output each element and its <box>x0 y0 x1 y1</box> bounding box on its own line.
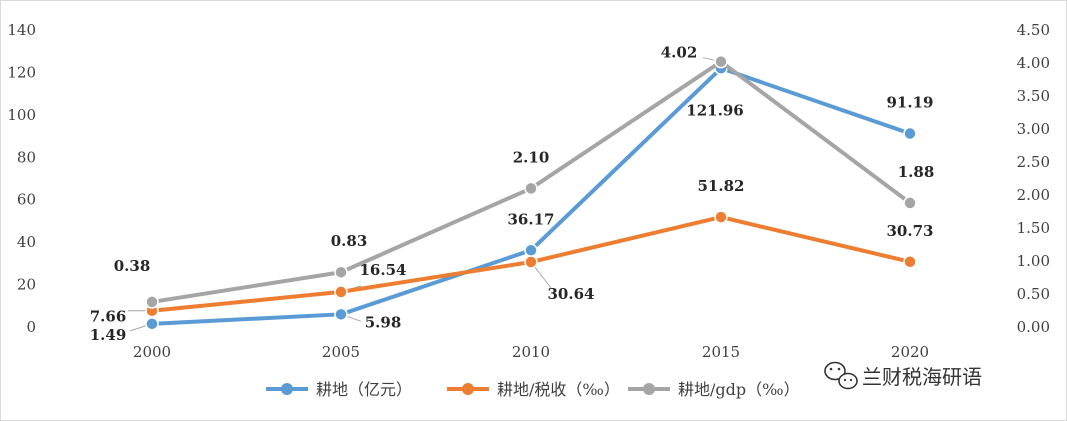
data-label: 30.64 <box>548 285 595 303</box>
data-label: 7.66 <box>90 308 127 326</box>
legend-label: 耕地（亿元） <box>316 380 412 399</box>
data-point <box>334 265 348 279</box>
right-tick-label: 3.50 <box>1017 87 1050 105</box>
data-point <box>334 307 348 322</box>
data-point <box>903 255 917 269</box>
right-tick-label: 1.50 <box>1017 219 1050 237</box>
watermark: 兰财税海研语 <box>824 361 982 390</box>
data-label: 0.83 <box>331 232 368 250</box>
data-labels: 1.49 5.98 36.17 121.96 91.19 7.66 16.54 30.64 51… <box>90 44 935 344</box>
legend-label: 耕地/gdp（‰） <box>678 380 800 399</box>
data-point <box>524 243 538 258</box>
data-label: 0.38 <box>114 257 151 275</box>
data-point <box>524 181 538 196</box>
left-tick-label: 20 <box>17 276 36 294</box>
data-label: 4.02 <box>661 44 698 62</box>
left-tick-label: 80 <box>17 148 36 166</box>
watermark-text: 兰财税海研语 <box>862 365 982 389</box>
left-tick-label: 120 <box>7 63 36 81</box>
data-point <box>524 255 538 269</box>
right-tick-label: 0.00 <box>1017 318 1050 336</box>
left-tick-label: 60 <box>17 191 36 209</box>
data-point <box>334 285 348 299</box>
data-point <box>903 196 917 210</box>
data-point <box>145 317 159 331</box>
left-tick-label: 140 <box>7 21 36 39</box>
data-point <box>714 54 728 69</box>
right-tick-label: 1.00 <box>1017 252 1050 270</box>
wechat-icon <box>824 361 858 390</box>
data-point <box>903 126 917 141</box>
left-axis: 0 20 40 60 80 100 120 140 <box>7 21 36 336</box>
data-label: 51.82 <box>698 177 745 195</box>
data-label: 16.54 <box>360 261 407 279</box>
x-tick-label: 2000 <box>133 343 171 361</box>
data-point <box>145 295 159 309</box>
data-point <box>714 210 728 224</box>
legend: 耕地（亿元） 耕地/税收（‰） 耕地/gdp（‰） <box>266 380 800 399</box>
data-label: 91.19 <box>887 94 934 112</box>
data-label: 1.49 <box>90 326 127 344</box>
right-tick-label: 0.50 <box>1017 285 1050 303</box>
data-label: 30.73 <box>887 222 934 240</box>
x-tick-label: 2020 <box>891 343 929 361</box>
x-tick-label: 2015 <box>702 343 740 361</box>
right-axis: 0.00 0.50 1.00 1.50 2.00 2.50 3.00 3.50 4.00 4.50 <box>1017 21 1050 336</box>
right-tick-label: 2.00 <box>1017 186 1050 204</box>
left-tick-label: 0 <box>26 318 36 336</box>
right-tick-label: 3.00 <box>1017 120 1050 138</box>
x-axis: 2000 2005 2010 2015 2020 <box>133 343 929 361</box>
data-label: 5.98 <box>365 313 402 331</box>
series-group <box>145 54 917 331</box>
right-tick-label: 4.00 <box>1017 54 1050 72</box>
left-tick-label: 100 <box>7 106 36 124</box>
right-tick-label: 4.50 <box>1017 21 1050 39</box>
x-tick-label: 2010 <box>512 343 550 361</box>
right-tick-label: 2.50 <box>1017 153 1050 171</box>
data-label: 121.96 <box>686 101 743 119</box>
left-tick-label: 40 <box>17 233 36 251</box>
x-tick-label: 2005 <box>322 343 360 361</box>
data-label: 2.10 <box>513 148 550 166</box>
data-label: 36.17 <box>508 210 555 228</box>
legend-swatch-marker <box>643 383 655 395</box>
data-label: 1.88 <box>898 163 935 181</box>
legend-swatch-marker <box>281 383 293 395</box>
legend-label: 耕地/税收（‰） <box>497 380 620 399</box>
legend-swatch-marker <box>462 383 474 395</box>
